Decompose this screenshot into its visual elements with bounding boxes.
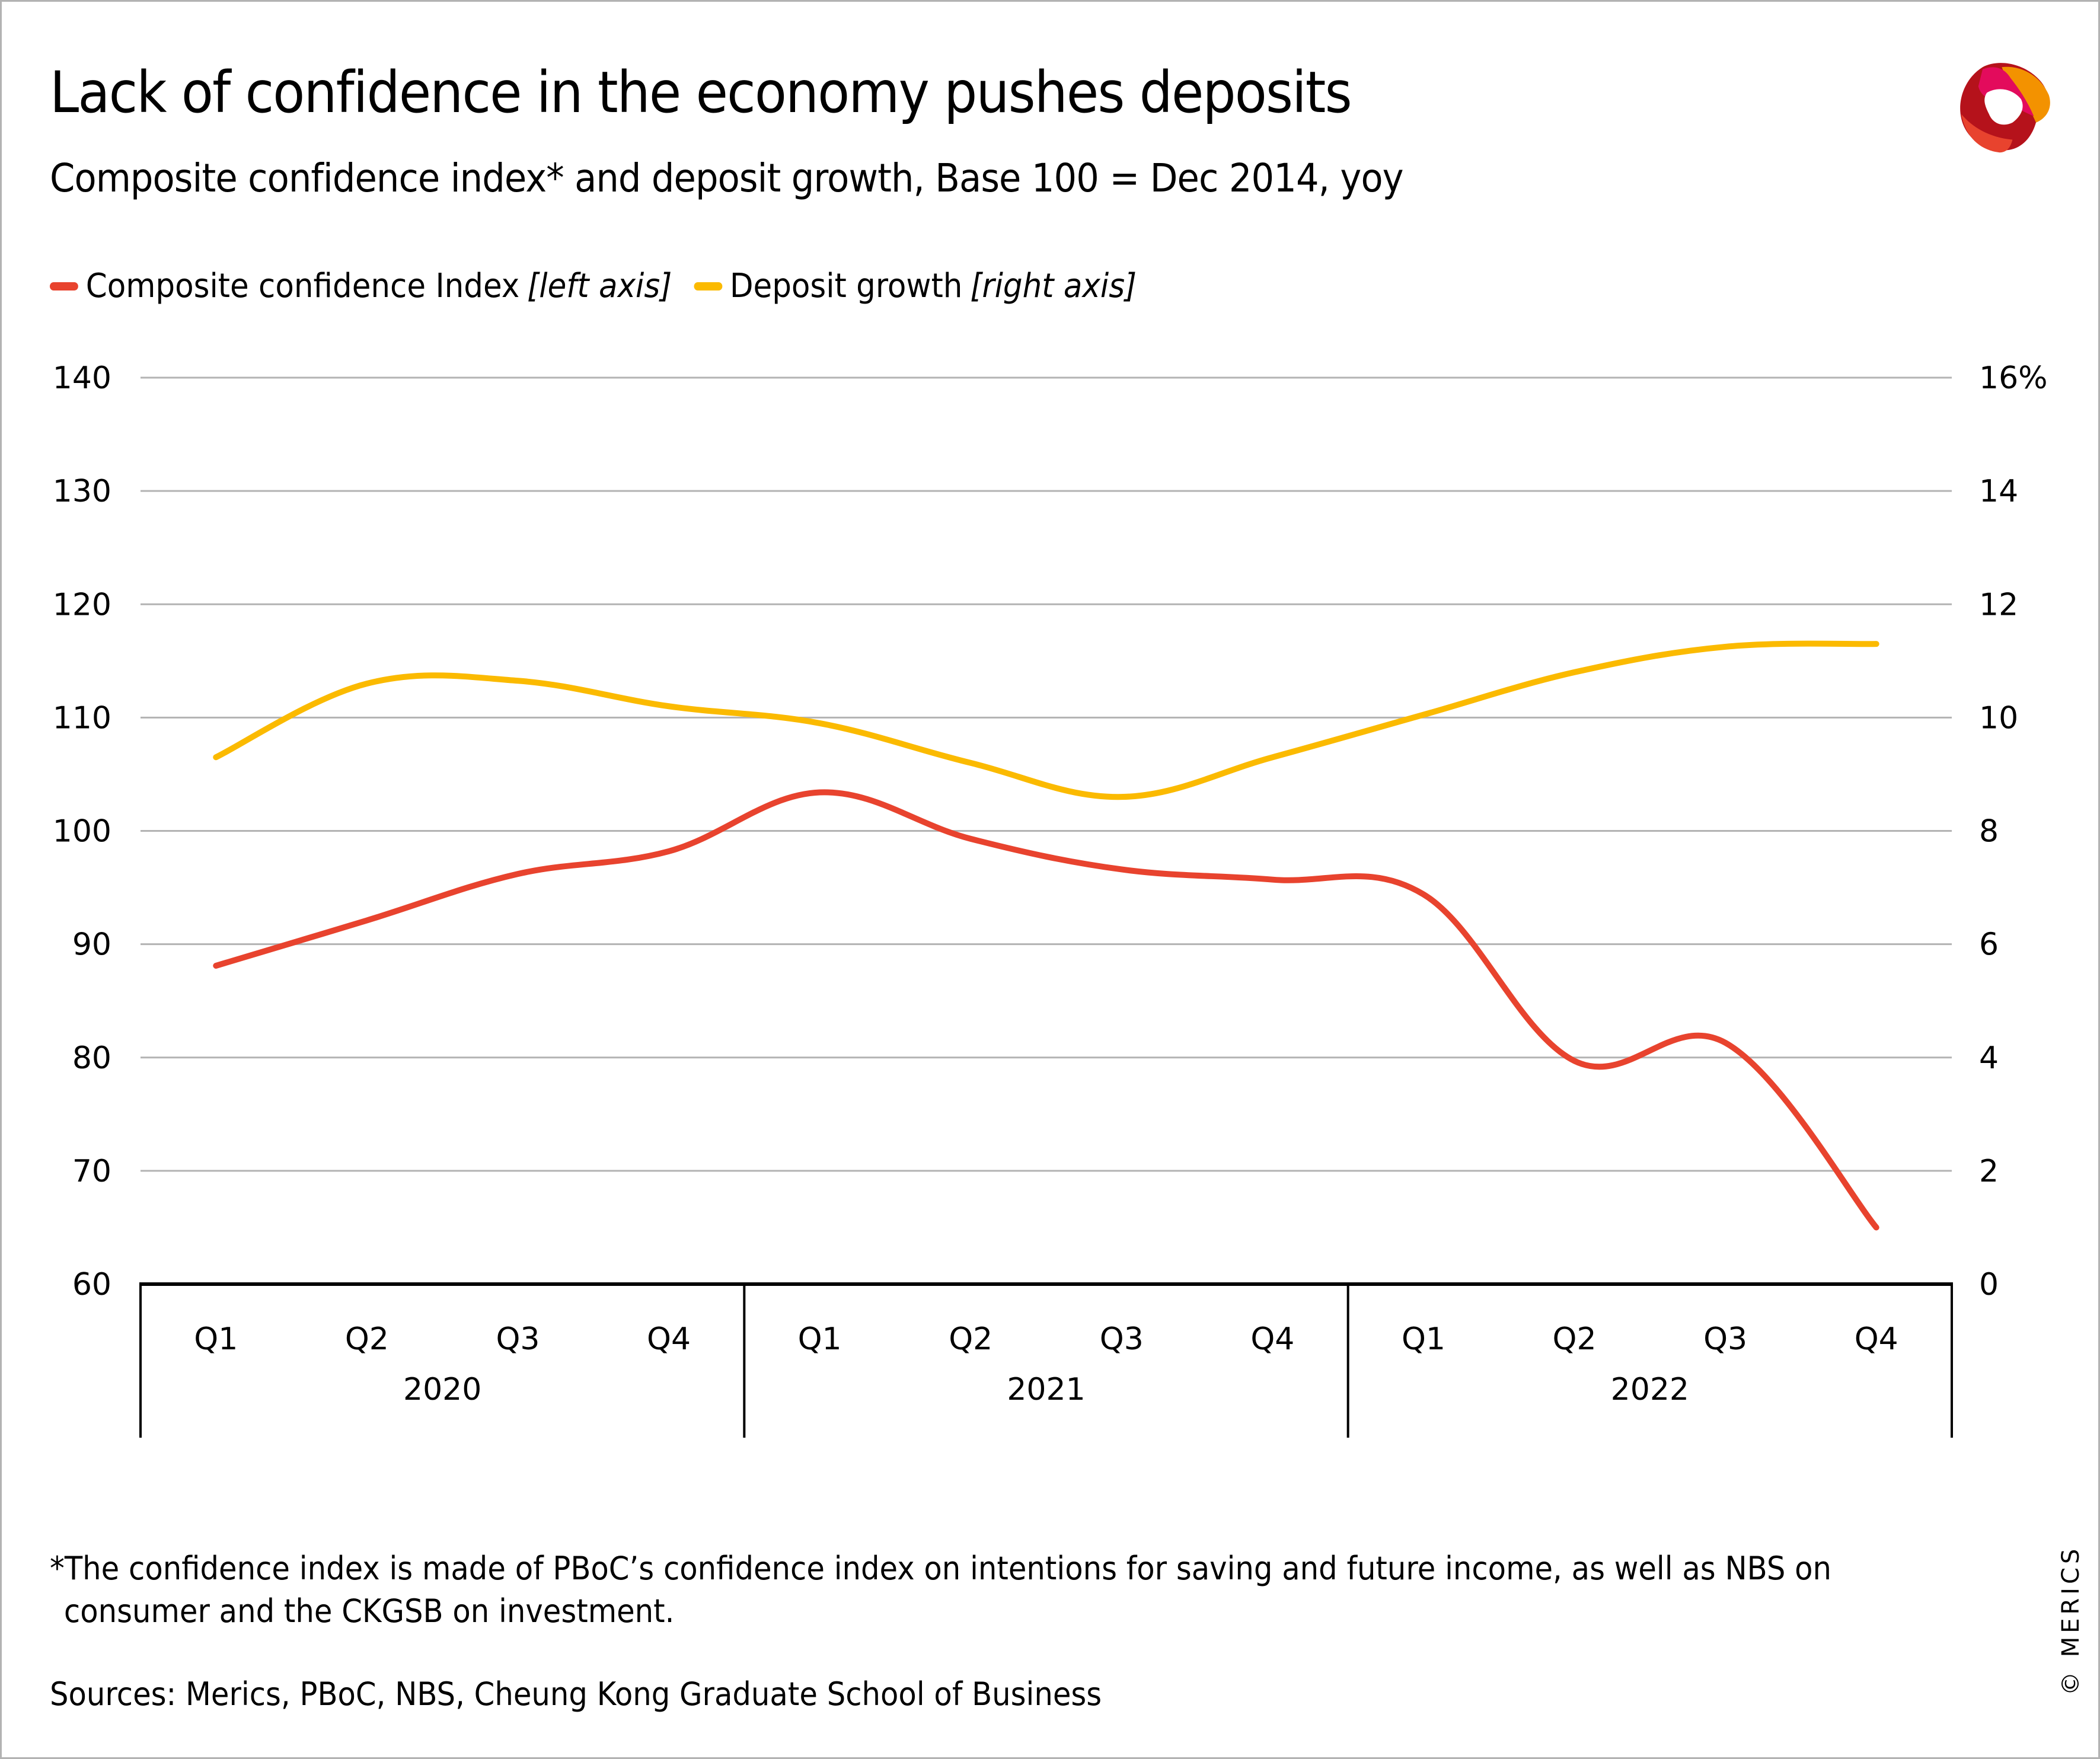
x-tick-label: Q1 — [798, 1321, 842, 1357]
left-tick-label: 70 — [72, 1154, 111, 1189]
x-tick-label: Q2 — [949, 1321, 992, 1357]
right-tick-label: 4 — [1979, 1040, 1999, 1076]
left-tick-label: 110 — [53, 700, 111, 736]
right-tick-label: 8 — [1979, 814, 1999, 850]
legend-swatch-deposit — [694, 282, 722, 290]
x-tick-label: Q4 — [1250, 1321, 1294, 1357]
right-tick-label: 12 — [1979, 587, 2018, 622]
footnote-line-2: consumer and the CKGSB on investment. — [63, 1592, 675, 1630]
chart-subtitle: Composite confidence index* and deposit … — [50, 155, 1404, 201]
copyright: © MERICS — [2057, 1545, 2085, 1696]
right-tick-label: 0 — [1979, 1267, 1999, 1303]
left-tick-label: 60 — [72, 1267, 111, 1303]
x-tick-label: Q1 — [1402, 1321, 1445, 1357]
legend-item-confidence: Composite confidence Index [left axis] — [50, 267, 672, 305]
right-tick-label: 2 — [1979, 1154, 1999, 1189]
x-group-label: 2021 — [1007, 1372, 1085, 1407]
confidence-index-point — [1725, 1042, 1726, 1043]
confidence-index-point — [1272, 879, 1273, 880]
chart-legend: Composite confidence Index [left axis] D… — [50, 267, 1158, 305]
right-tick-label: 10 — [1979, 700, 2018, 736]
left-tick-label: 90 — [72, 927, 111, 963]
confidence-index-point — [1121, 869, 1122, 870]
x-tick-label: Q1 — [194, 1321, 238, 1357]
confidence-index-point — [1423, 894, 1424, 895]
legend-item-deposit: Deposit growth [right axis] — [694, 267, 1137, 305]
x-tick-label: Q3 — [1703, 1321, 1747, 1357]
left-tick-label: 80 — [72, 1040, 111, 1076]
series-lines — [213, 640, 1879, 1231]
sources: Sources: Merics, PBoC, NBS, Cheung Kong … — [50, 1675, 1102, 1713]
left-tick-label: 130 — [53, 474, 111, 509]
right-tick-label: 16% — [1979, 360, 2048, 396]
footnote: *The confidence index is made of PBoC’s … — [50, 1547, 1850, 1633]
confidence-index-point — [366, 920, 368, 921]
legend-note-deposit: [right axis] — [970, 267, 1137, 305]
x-tick-label: Q4 — [1855, 1321, 1898, 1357]
legend-label-confidence: Composite confidence Index — [85, 267, 520, 305]
x-tick-label: Q2 — [1553, 1321, 1597, 1357]
legend-swatch-confidence — [50, 282, 78, 290]
line-chart: 60 70 80 90 100 110 120 130 140 0 2 4 6 8 10 12 14 16% Q… — [53, 360, 2048, 1438]
x-group-label: 2020 — [403, 1372, 481, 1407]
chart-title: Lack of confidence in the economy pushes… — [50, 59, 1352, 126]
left-axis-ticks: 60 70 80 90 100 110 120 130 140 — [53, 360, 111, 1303]
x-axis: Q1 Q2 Q3 Q4 Q1 Q2 Q3 Q4 Q1 Q2 Q3 Q4 2020 2021 2022 — [139, 1282, 1953, 1438]
confidence-index-line — [213, 789, 1879, 1231]
confidence-index-point — [819, 792, 821, 793]
right-tick-label: 14 — [1979, 474, 2018, 509]
left-tick-label: 140 — [53, 360, 111, 396]
merics-logo-icon — [1960, 63, 2050, 153]
legend-label-deposit: Deposit growth — [729, 267, 963, 305]
footnote-line-1: *The confidence index is made of PBoC’s … — [50, 1550, 1832, 1587]
gridlines — [141, 376, 1952, 1172]
x-tick-label: Q2 — [345, 1321, 389, 1357]
deposit-growth-point — [1423, 714, 1424, 716]
left-tick-label: 100 — [53, 814, 111, 850]
legend-note-confidence: [left axis] — [527, 267, 672, 305]
x-tick-label: Q4 — [647, 1321, 691, 1357]
deposit-growth-point — [1272, 756, 1273, 758]
deposit-growth-point — [1725, 646, 1726, 647]
x-group-label: 2022 — [1611, 1372, 1689, 1407]
x-tick-label: Q3 — [496, 1321, 540, 1357]
deposit-growth-line — [213, 640, 1879, 800]
right-axis-ticks: 0 2 4 6 8 10 12 14 16% — [1979, 360, 2048, 1303]
x-tick-label: Q3 — [1100, 1321, 1144, 1357]
right-tick-label: 6 — [1979, 927, 1999, 963]
left-tick-label: 120 — [53, 587, 111, 622]
